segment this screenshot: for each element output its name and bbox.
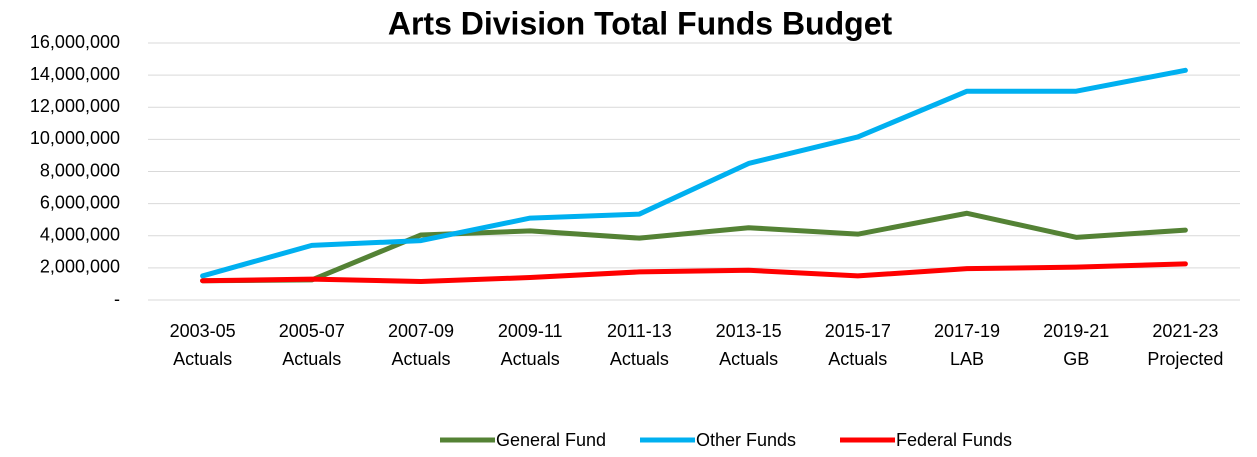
x-tick-line: Actuals [501, 349, 560, 369]
y-tick-label: 16,000,000 [30, 32, 120, 52]
x-tick-label: 2017-19 LAB [934, 321, 1000, 369]
x-tick-line: 2019-21 [1043, 321, 1109, 341]
legend-label: General Fund [496, 430, 606, 450]
x-tick-label: 2019-21 GB [1043, 321, 1109, 369]
y-tick-label: 6,000,000 [40, 192, 120, 212]
series-line [200, 261, 1188, 285]
x-tick-line: 2015-17 [825, 321, 891, 341]
x-tick-line: 2005-07 [279, 321, 345, 341]
legend-label: Federal Funds [896, 430, 1012, 450]
y-tick-label: 14,000,000 [30, 64, 120, 84]
x-tick-label: 2007-09 Actuals [388, 321, 454, 369]
x-tick-label: 2005-07 Actuals [279, 321, 345, 369]
x-tick-line: 2013-15 [716, 321, 782, 341]
x-tick-label: 2015-17 Actuals [825, 321, 891, 369]
y-tick-label: 4,000,000 [40, 225, 120, 245]
chart-title: Arts Division Total Funds Budget [388, 5, 893, 41]
x-tick-line: 2011-13 [607, 321, 672, 341]
y-tick-label: - [114, 289, 120, 309]
x-tick-line: 2017-19 [934, 321, 1000, 341]
x-tick-label: 2003-05 Actuals [170, 321, 236, 369]
x-tick-line: GB [1063, 349, 1089, 369]
x-tick-line: Actuals [610, 349, 669, 369]
x-tick-label: 2011-13 Actuals [607, 321, 672, 369]
x-tick-line: 2009-11 [498, 321, 563, 341]
x-tick-line: Actuals [391, 349, 450, 369]
x-tick-line: LAB [950, 349, 984, 369]
y-tick-label: 2,000,000 [40, 257, 120, 277]
series-line [200, 67, 1188, 279]
x-tick-line: Actuals [828, 349, 887, 369]
legend-label: Other Funds [696, 430, 796, 450]
x-tick-line: Projected [1147, 349, 1223, 369]
x-tick-line: Actuals [282, 349, 341, 369]
x-tick-label: 2013-15 Actuals [716, 321, 782, 369]
y-tick-label: 10,000,000 [30, 128, 120, 148]
x-tick-line: Actuals [173, 349, 232, 369]
series-line [200, 210, 1188, 284]
x-tick-label: 2021-23 Projected [1147, 321, 1223, 369]
x-tick-line: Actuals [719, 349, 778, 369]
y-tick-label: 12,000,000 [30, 96, 120, 116]
x-tick-label: 2009-11 Actuals [498, 321, 563, 369]
x-tick-line: 2003-05 [170, 321, 236, 341]
y-tick-label: 8,000,000 [40, 160, 120, 180]
x-tick-line: 2021-23 [1152, 321, 1218, 341]
x-tick-line: 2007-09 [388, 321, 454, 341]
